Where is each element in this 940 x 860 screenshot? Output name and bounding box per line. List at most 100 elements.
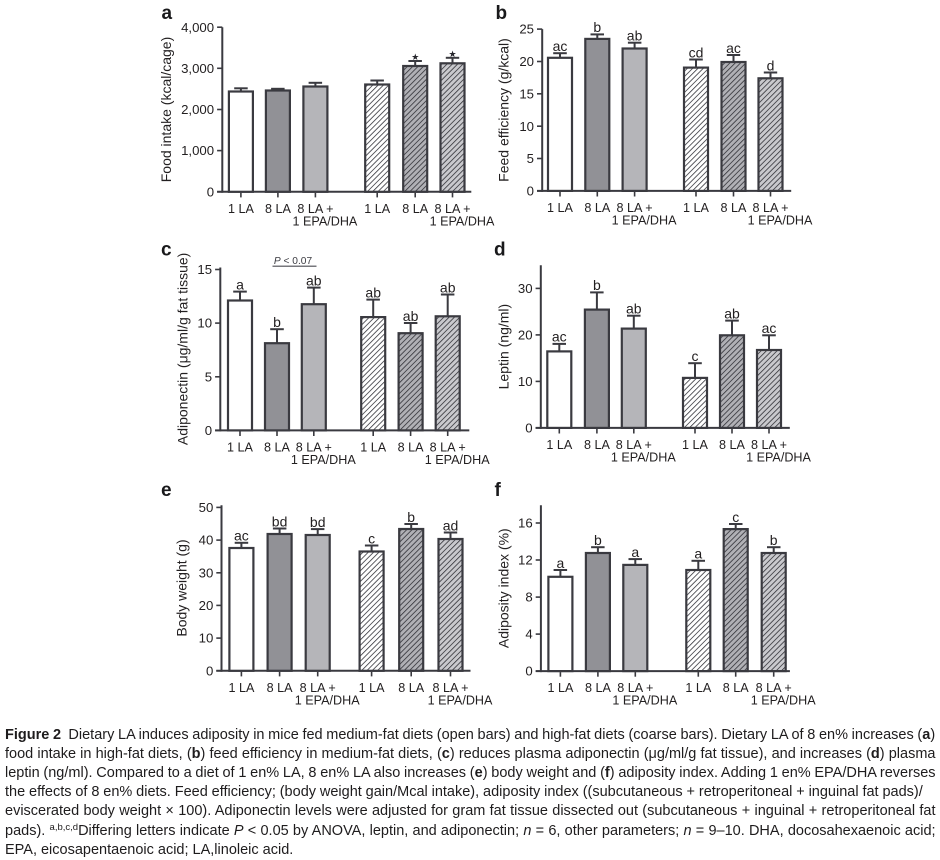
- svg-text:1 LA: 1 LA: [359, 681, 386, 695]
- svg-text:8 LA +: 8 LA +: [297, 202, 333, 216]
- svg-text:Food intake (kcal/cage): Food intake (kcal/cage): [158, 37, 174, 183]
- svg-text:b: b: [593, 19, 601, 35]
- svg-text:1 EPA/DHA: 1 EPA/DHA: [748, 214, 813, 228]
- svg-text:Adiposity index (%): Adiposity index (%): [496, 528, 512, 648]
- svg-text:0: 0: [525, 421, 532, 436]
- svg-text:8 LA +: 8 LA +: [756, 681, 792, 695]
- svg-text:30: 30: [199, 565, 214, 580]
- svg-text:1 LA: 1 LA: [682, 438, 709, 452]
- svg-text:8 LA: 8 LA: [721, 201, 748, 215]
- svg-text:ab: ab: [626, 301, 642, 317]
- svg-text:8 LA: 8 LA: [267, 681, 294, 695]
- svg-text:a: a: [557, 555, 565, 571]
- svg-text:8 LA +: 8 LA +: [752, 201, 788, 215]
- svg-text:ab: ab: [403, 308, 419, 324]
- svg-text:1 LA: 1 LA: [547, 201, 574, 215]
- svg-text:1 EPA/DHA: 1 EPA/DHA: [295, 693, 360, 707]
- svg-text:25: 25: [519, 22, 534, 37]
- svg-text:c: c: [161, 240, 172, 261]
- svg-text:c: c: [692, 348, 699, 364]
- svg-text:8 LA +: 8 LA +: [617, 201, 653, 215]
- svg-text:Leptin (ng/ml): Leptin (ng/ml): [496, 304, 512, 390]
- svg-text:b: b: [407, 509, 415, 525]
- svg-text:0: 0: [527, 184, 534, 199]
- svg-text:30: 30: [518, 281, 533, 296]
- svg-text:8 LA +: 8 LA +: [616, 438, 652, 452]
- svg-text:4,000: 4,000: [181, 20, 214, 35]
- svg-text:10: 10: [197, 316, 212, 331]
- svg-text:b: b: [770, 532, 778, 548]
- svg-text:20: 20: [518, 328, 533, 343]
- svg-text:1 EPA/DHA: 1 EPA/DHA: [425, 453, 490, 467]
- svg-text:★: ★: [449, 49, 457, 59]
- svg-text:f: f: [495, 480, 502, 501]
- svg-text:5: 5: [205, 369, 212, 384]
- svg-text:ab: ab: [365, 284, 381, 300]
- svg-text:1 EPA/DHA: 1 EPA/DHA: [751, 694, 816, 708]
- svg-text:b: b: [593, 277, 601, 293]
- svg-text:1 EPA/DHA: 1 EPA/DHA: [611, 451, 676, 465]
- svg-text:20: 20: [519, 54, 534, 69]
- svg-text:b: b: [273, 314, 281, 330]
- svg-text:1 EPA/DHA: 1 EPA/DHA: [428, 693, 493, 707]
- svg-text:10: 10: [199, 631, 214, 646]
- svg-text:e: e: [161, 480, 172, 501]
- svg-text:0: 0: [205, 423, 212, 438]
- svg-text:0: 0: [207, 184, 214, 199]
- svg-text:8 LA: 8 LA: [584, 438, 611, 452]
- svg-text:8 LA: 8 LA: [264, 440, 291, 454]
- svg-text:8 LA +: 8 LA +: [296, 440, 332, 454]
- svg-text:3,000: 3,000: [181, 61, 214, 76]
- svg-text:a: a: [694, 546, 702, 562]
- svg-text:bd: bd: [310, 514, 326, 530]
- svg-text:ab: ab: [306, 272, 322, 288]
- svg-text:15: 15: [519, 86, 534, 101]
- svg-text:8 LA +: 8 LA +: [751, 438, 787, 452]
- svg-text:ab: ab: [724, 305, 740, 321]
- svg-text:a: a: [631, 544, 639, 560]
- svg-text:8 LA: 8 LA: [723, 681, 750, 695]
- svg-text:ab: ab: [627, 28, 643, 44]
- svg-text:1 EPA/DHA: 1 EPA/DHA: [612, 694, 677, 708]
- svg-text:ac: ac: [553, 38, 568, 54]
- svg-text:1 EPA/DHA: 1 EPA/DHA: [292, 214, 357, 228]
- svg-text:1 LA: 1 LA: [228, 681, 255, 695]
- svg-text:1 LA: 1 LA: [546, 438, 573, 452]
- svg-text:d: d: [494, 240, 506, 261]
- svg-text:2,000: 2,000: [181, 102, 214, 117]
- svg-text:★: ★: [411, 52, 419, 62]
- svg-text:bd: bd: [272, 513, 288, 529]
- svg-text:8 LA: 8 LA: [584, 201, 611, 215]
- svg-text:1 LA: 1 LA: [364, 202, 391, 216]
- svg-text:Body weight (g): Body weight (g): [174, 539, 190, 636]
- svg-text:15: 15: [197, 262, 212, 277]
- svg-text:a: a: [162, 3, 173, 24]
- svg-text:1 LA: 1 LA: [685, 681, 712, 695]
- svg-text:1 LA: 1 LA: [227, 440, 254, 454]
- svg-text:ac: ac: [552, 329, 567, 345]
- svg-text:10: 10: [519, 119, 534, 134]
- svg-text:4: 4: [525, 627, 532, 642]
- svg-text:1 EPA/DHA: 1 EPA/DHA: [430, 214, 495, 228]
- svg-text:1 EPA/DHA: 1 EPA/DHA: [291, 453, 356, 467]
- svg-text:20: 20: [199, 598, 214, 613]
- svg-text:1 LA: 1 LA: [683, 201, 710, 215]
- svg-text:8: 8: [525, 590, 532, 605]
- svg-text:1 LA: 1 LA: [360, 440, 387, 454]
- svg-text:1 LA: 1 LA: [547, 681, 574, 695]
- svg-text:5: 5: [527, 151, 534, 166]
- svg-text:1 LA: 1 LA: [228, 202, 255, 216]
- svg-text:Feed efficiency (g/kcal): Feed efficiency (g/kcal): [496, 38, 512, 182]
- svg-text:12: 12: [518, 553, 533, 568]
- svg-text:16: 16: [518, 516, 533, 531]
- svg-text:8 LA +: 8 LA +: [617, 681, 653, 695]
- svg-text:a: a: [236, 276, 244, 292]
- svg-text:P < 0.07: P < 0.07: [274, 256, 313, 267]
- svg-text:1 EPA/DHA: 1 EPA/DHA: [746, 451, 811, 465]
- svg-text:ad: ad: [443, 517, 459, 533]
- svg-text:8 LA: 8 LA: [719, 438, 746, 452]
- svg-text:b: b: [496, 3, 508, 24]
- svg-text:c: c: [368, 530, 375, 546]
- svg-text:8 LA: 8 LA: [398, 681, 425, 695]
- svg-text:ab: ab: [440, 279, 456, 295]
